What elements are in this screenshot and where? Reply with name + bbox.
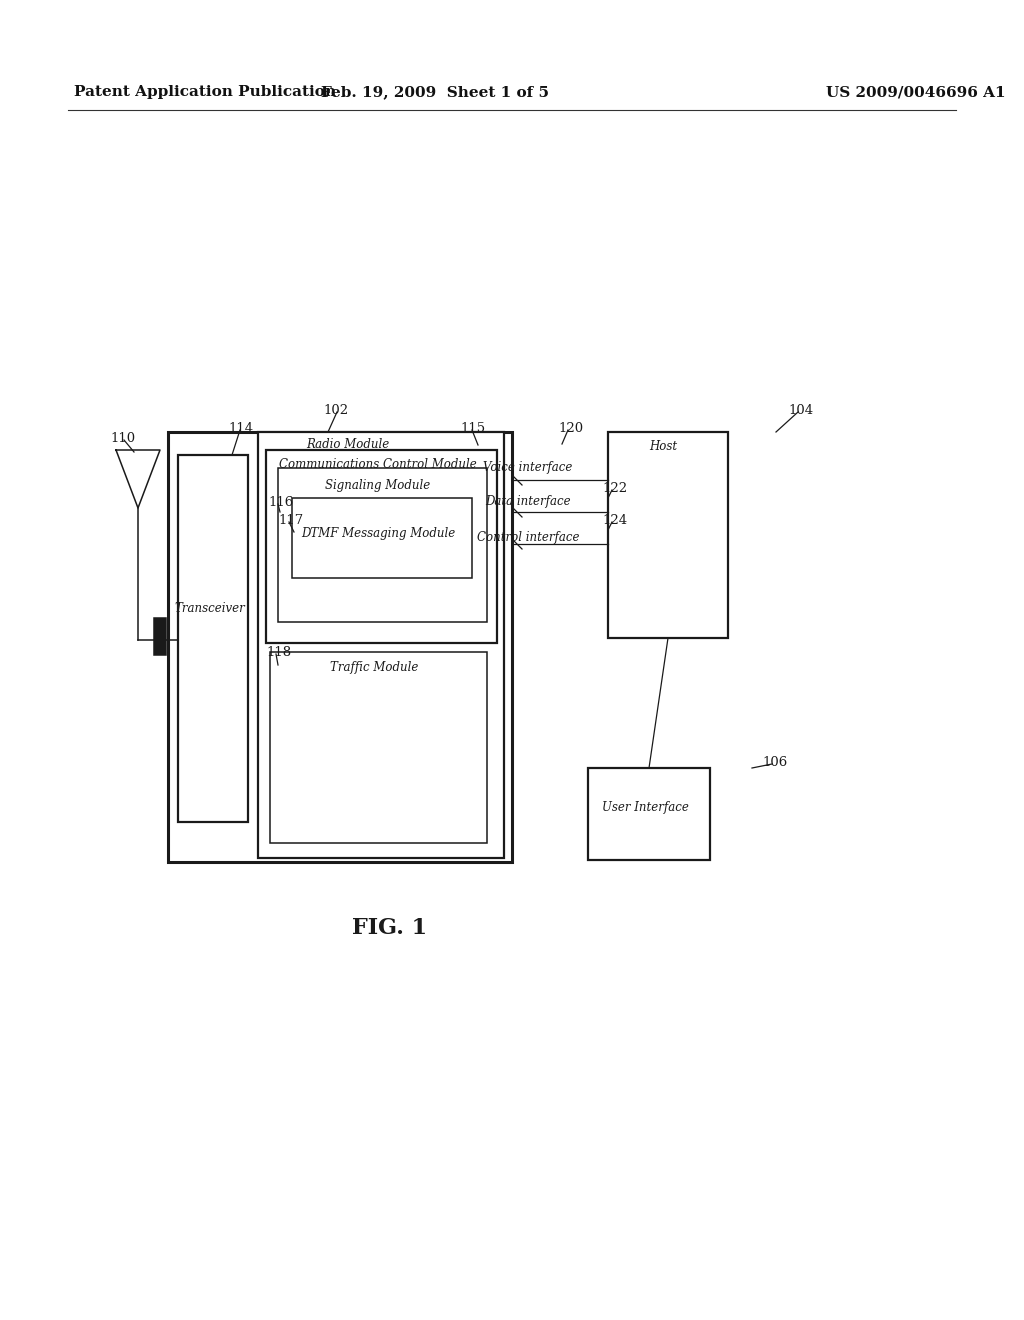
Bar xyxy=(154,618,166,655)
Text: 124: 124 xyxy=(602,513,627,527)
Text: 106: 106 xyxy=(762,755,787,768)
Text: Voice interface: Voice interface xyxy=(483,462,572,474)
Text: Control interface: Control interface xyxy=(477,532,580,544)
Text: FIG. 1: FIG. 1 xyxy=(352,917,428,939)
Text: Signaling Module: Signaling Module xyxy=(326,479,431,492)
Text: 120: 120 xyxy=(558,421,583,434)
Text: 117: 117 xyxy=(278,513,303,527)
Text: Feb. 19, 2009  Sheet 1 of 5: Feb. 19, 2009 Sheet 1 of 5 xyxy=(321,84,549,99)
Text: 110: 110 xyxy=(110,432,135,445)
Bar xyxy=(178,455,248,822)
Text: Radio Module: Radio Module xyxy=(306,437,389,450)
Text: Host: Host xyxy=(649,440,677,453)
Text: 118: 118 xyxy=(266,645,291,659)
Text: Transceiver: Transceiver xyxy=(175,602,246,615)
Text: User Interface: User Interface xyxy=(601,801,688,814)
Text: US 2009/0046696 A1: US 2009/0046696 A1 xyxy=(826,84,1006,99)
Text: 104: 104 xyxy=(788,404,813,417)
Bar xyxy=(258,432,504,858)
Bar xyxy=(270,652,487,843)
Bar xyxy=(168,432,512,862)
Bar xyxy=(278,469,487,622)
Bar xyxy=(608,432,728,638)
Bar xyxy=(588,768,710,861)
Bar xyxy=(292,498,472,578)
Text: DTMF Messaging Module: DTMF Messaging Module xyxy=(301,527,455,540)
Text: 122: 122 xyxy=(602,482,627,495)
Text: Data interface: Data interface xyxy=(485,495,570,508)
Text: 116: 116 xyxy=(268,495,293,508)
Text: Communications Control Module: Communications Control Module xyxy=(280,458,477,470)
Bar xyxy=(266,450,497,643)
Text: Patent Application Publication: Patent Application Publication xyxy=(74,84,336,99)
Text: 115: 115 xyxy=(460,421,485,434)
Text: 114: 114 xyxy=(228,421,253,434)
Text: Traffic Module: Traffic Module xyxy=(330,661,418,675)
Text: 102: 102 xyxy=(323,404,348,417)
